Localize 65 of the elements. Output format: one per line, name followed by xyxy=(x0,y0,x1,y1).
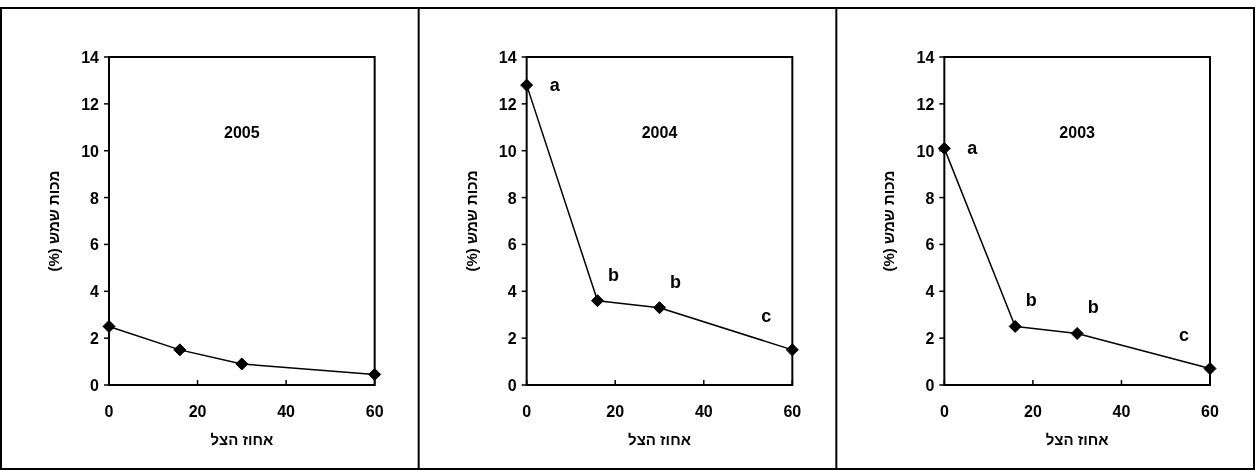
y-tick-label: 10 xyxy=(916,142,935,160)
annotation: b xyxy=(608,264,620,285)
y-tick-label: 14 xyxy=(916,49,935,66)
x-tick-label: 60 xyxy=(365,403,384,420)
y-tick-label: 6 xyxy=(90,236,100,254)
y-tick-label: 2 xyxy=(90,330,100,348)
y-tick-label: 8 xyxy=(90,189,100,207)
y-tick-label: 0 xyxy=(925,377,935,394)
x-tick-label: 40 xyxy=(1112,403,1131,420)
point xyxy=(235,357,249,371)
point xyxy=(102,319,116,333)
y-tick-label: 0 xyxy=(90,377,100,394)
y-tick-label: 8 xyxy=(507,189,517,207)
x-tick-label: 0 xyxy=(522,403,532,420)
point xyxy=(1008,319,1022,333)
y-tick-label: 6 xyxy=(925,236,935,254)
text: 2003 xyxy=(1059,124,1096,141)
x-tick-label: 60 xyxy=(783,403,802,420)
y-tick-label: 10 xyxy=(81,142,100,160)
point xyxy=(653,301,666,315)
annotation: a xyxy=(967,138,979,159)
x-tick-label: 0 xyxy=(939,403,949,420)
x-tick-label: 20 xyxy=(188,403,207,420)
y-tick-label: 4 xyxy=(925,283,935,301)
y-tick-label: 4 xyxy=(507,283,517,301)
point xyxy=(1070,326,1084,340)
y-axis-title: מכות שמש (%) xyxy=(45,170,62,272)
annotation: c xyxy=(761,305,772,326)
x-axis-title: אחוז הצל xyxy=(210,431,274,448)
x-tick-label: 40 xyxy=(277,403,296,420)
annotation: b xyxy=(1025,290,1037,311)
y-axis-title: מכות שמש (%) xyxy=(462,170,480,272)
x-axis-title: אחוז הצל xyxy=(628,431,691,448)
y-tick-label: 12 xyxy=(916,95,935,113)
annotation: c xyxy=(1178,324,1190,345)
annotation: a xyxy=(549,75,561,96)
point xyxy=(520,78,534,92)
x-tick-label: 20 xyxy=(606,403,625,420)
point xyxy=(591,294,605,308)
point xyxy=(785,343,799,357)
y-tick-label: 10 xyxy=(498,142,517,160)
point xyxy=(173,343,187,357)
text: 2004 xyxy=(641,124,678,141)
y-tick-label: 0 xyxy=(507,377,517,394)
point xyxy=(937,141,951,155)
x-tick-label: 20 xyxy=(1023,403,1042,420)
y-tick-label: 8 xyxy=(925,189,935,207)
point xyxy=(368,367,382,381)
y-tick-label: 12 xyxy=(498,95,517,113)
y-axis-title: מכות שמש (%) xyxy=(880,170,898,272)
annotation: b xyxy=(670,271,681,292)
text: 2005 xyxy=(224,124,260,141)
x-tick-label: 0 xyxy=(104,403,114,420)
x-tick-label: 60 xyxy=(1201,403,1219,420)
annotation: b xyxy=(1087,297,1099,318)
y-tick-label: 14 xyxy=(81,49,100,66)
y-tick-label: 2 xyxy=(925,330,935,348)
point xyxy=(1203,362,1217,376)
x-axis-title: אחוז הצל xyxy=(1045,431,1109,448)
y-tick-label: 2 xyxy=(507,330,517,348)
y-tick-label: 4 xyxy=(90,283,100,301)
y-tick-label: 14 xyxy=(498,49,517,66)
x-tick-label: 40 xyxy=(694,403,713,420)
y-tick-label: 12 xyxy=(81,95,100,113)
y-tick-label: 6 xyxy=(507,236,517,254)
